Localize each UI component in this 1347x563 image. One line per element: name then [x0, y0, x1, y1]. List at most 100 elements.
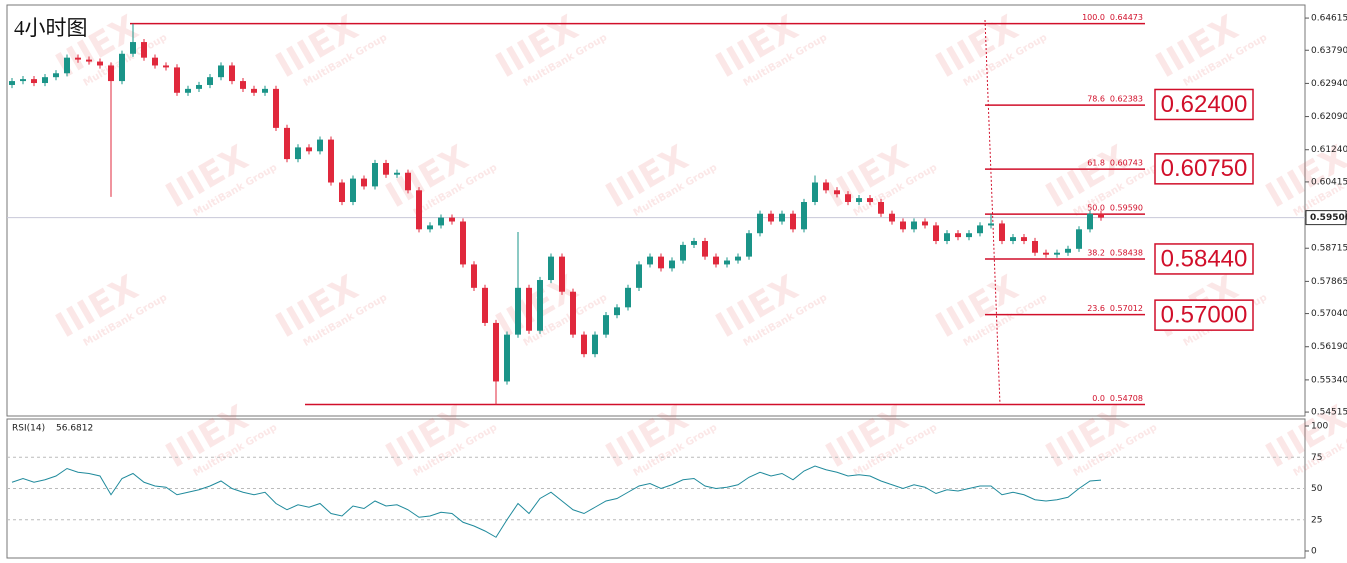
y-tick-label: 0.61240	[1311, 145, 1347, 155]
candle-body	[196, 84, 202, 89]
candle-body	[1065, 248, 1071, 253]
y-tick-label: 0.64615	[1311, 14, 1347, 24]
fib-price: 0.54708	[1110, 394, 1143, 403]
rsi-name: RSI(14)	[12, 424, 45, 434]
candle-body	[152, 57, 158, 66]
candle-body	[581, 334, 587, 355]
y-tick-label: 0.54515	[1311, 408, 1347, 418]
candle-body	[372, 162, 378, 187]
y-tick-label: 0.57040	[1311, 309, 1347, 319]
candle-body	[889, 213, 895, 222]
candle-body	[427, 225, 433, 230]
candle-body	[9, 81, 15, 85]
candle-body	[218, 65, 224, 78]
fib-ratio: 100.0	[1082, 13, 1105, 22]
last-price-box	[1305, 210, 1347, 226]
target-label: 0.62400	[1161, 91, 1248, 118]
fib-price: 0.60743	[1110, 159, 1143, 168]
candle-body	[438, 217, 444, 226]
candle-body	[570, 291, 576, 335]
candle-body	[350, 178, 356, 203]
candle-body	[207, 77, 213, 85]
candle-body	[636, 264, 642, 288]
candle-body	[229, 65, 235, 82]
y-tick-label: 0.57865	[1311, 277, 1347, 287]
y-tick-label: 0.62940	[1311, 79, 1347, 89]
fib-price: 0.59590	[1110, 204, 1143, 213]
fib-ratio: 0.0	[1092, 394, 1105, 403]
candle-body	[735, 256, 741, 261]
candle-body	[867, 198, 873, 203]
candle-body	[680, 244, 686, 261]
candle-body	[647, 256, 653, 265]
fib-price: 0.57012	[1110, 304, 1143, 313]
candle-body	[383, 162, 389, 175]
y-tick-label: 0.62090	[1311, 112, 1347, 122]
fib-trend	[984, 19, 1001, 406]
target-label: 0.58440	[1161, 245, 1248, 272]
candle-body	[394, 172, 400, 175]
candle-body	[163, 65, 169, 68]
candle-body	[42, 77, 48, 84]
candle-body	[592, 334, 598, 355]
candle-body	[669, 260, 675, 269]
target-box	[1154, 88, 1254, 121]
rsi-tick-label: 100	[1311, 422, 1328, 432]
candle-body	[966, 233, 972, 238]
candle-body	[548, 256, 554, 281]
candle-body	[317, 139, 323, 152]
candle-body	[779, 213, 785, 222]
candle-body	[86, 59, 92, 62]
candle-body	[53, 73, 59, 78]
fib-price: 0.62383	[1110, 95, 1143, 104]
candle-body	[834, 190, 840, 195]
candle-body	[174, 67, 180, 93]
candle-body	[295, 147, 301, 160]
rsi-line	[11, 465, 1102, 538]
candle-body	[691, 241, 697, 245]
candle-body	[130, 42, 136, 54]
candle-body	[823, 182, 829, 191]
y-tick-label: 0.56190	[1311, 342, 1347, 352]
candle-body	[812, 182, 818, 203]
candle-body	[1087, 213, 1093, 230]
candle-body	[1076, 229, 1082, 249]
candle-body	[1098, 213, 1104, 218]
candle-body	[119, 53, 125, 82]
candle-body	[911, 221, 917, 230]
fib-ratio: 50.0	[1087, 204, 1105, 213]
candle-body	[449, 217, 455, 222]
rsi-tick-label: 75	[1311, 453, 1322, 463]
candle-body	[493, 322, 499, 382]
candle-body	[559, 256, 565, 292]
candle-body	[504, 334, 510, 382]
y-tick-label: 0.58715	[1311, 244, 1347, 254]
candle-body	[471, 264, 477, 288]
candle-body	[240, 81, 246, 89]
candle-body	[845, 194, 851, 203]
candle-body	[900, 221, 906, 230]
fib-price: 0.64473	[1110, 13, 1143, 22]
candle-body	[713, 256, 719, 265]
candle-body	[482, 287, 488, 323]
y-tick-label: 0.60415	[1311, 177, 1347, 187]
candle-body	[141, 42, 147, 58]
target-box	[1154, 243, 1254, 275]
candle-body	[768, 213, 774, 222]
candle-body	[31, 79, 37, 84]
candle-body	[790, 213, 796, 230]
y-tick-label: 0.63790	[1311, 46, 1347, 56]
